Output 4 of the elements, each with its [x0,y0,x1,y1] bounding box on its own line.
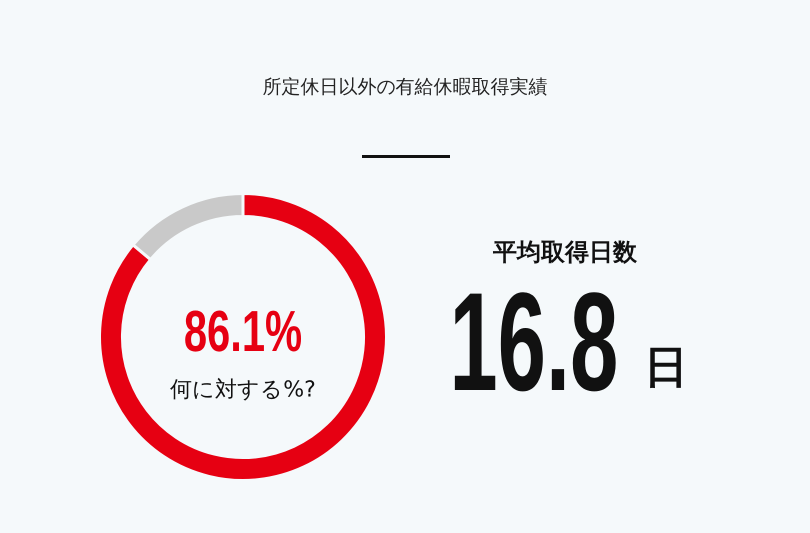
text: 日 [644,341,688,395]
text: 何に対する%? [170,378,316,403]
data-label: 86.1% [184,298,302,364]
chart-title: 所定休日以外の有給休暇取得実績 [262,75,548,100]
